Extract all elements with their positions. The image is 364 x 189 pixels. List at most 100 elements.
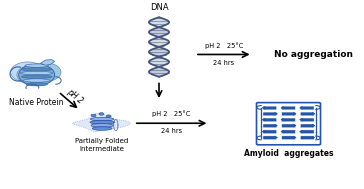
- Polygon shape: [149, 32, 169, 33]
- Circle shape: [106, 115, 111, 118]
- Polygon shape: [155, 65, 163, 66]
- Polygon shape: [158, 17, 160, 18]
- Polygon shape: [150, 23, 168, 24]
- Ellipse shape: [21, 68, 52, 71]
- Polygon shape: [149, 31, 169, 32]
- Text: pH 2   25°C: pH 2 25°C: [205, 42, 243, 49]
- FancyBboxPatch shape: [282, 136, 295, 140]
- Polygon shape: [155, 28, 163, 29]
- Polygon shape: [154, 58, 164, 59]
- Polygon shape: [157, 47, 161, 48]
- FancyBboxPatch shape: [282, 124, 295, 128]
- Polygon shape: [158, 37, 161, 38]
- Polygon shape: [73, 113, 130, 132]
- Polygon shape: [152, 59, 166, 60]
- Polygon shape: [149, 41, 169, 42]
- Polygon shape: [157, 46, 161, 47]
- Polygon shape: [149, 51, 169, 52]
- Polygon shape: [157, 56, 161, 57]
- Polygon shape: [149, 52, 169, 53]
- Ellipse shape: [91, 124, 113, 127]
- Polygon shape: [149, 72, 169, 73]
- Ellipse shape: [25, 64, 48, 67]
- Polygon shape: [154, 38, 163, 39]
- Polygon shape: [151, 69, 167, 70]
- FancyBboxPatch shape: [282, 130, 295, 134]
- Circle shape: [99, 113, 104, 115]
- Polygon shape: [150, 30, 168, 31]
- Polygon shape: [157, 26, 161, 27]
- Circle shape: [91, 114, 96, 117]
- Polygon shape: [150, 50, 168, 51]
- Text: Partially Folded
Intermediate: Partially Folded Intermediate: [75, 138, 128, 152]
- FancyBboxPatch shape: [263, 106, 277, 110]
- Polygon shape: [149, 71, 169, 72]
- Polygon shape: [150, 70, 168, 71]
- Text: Native Protein: Native Protein: [9, 98, 64, 107]
- Ellipse shape: [91, 117, 114, 121]
- Ellipse shape: [92, 127, 112, 130]
- Polygon shape: [152, 49, 166, 50]
- Text: DNA: DNA: [150, 3, 168, 12]
- Ellipse shape: [19, 64, 55, 86]
- Polygon shape: [158, 27, 161, 28]
- Polygon shape: [152, 19, 166, 20]
- Polygon shape: [152, 64, 166, 65]
- Ellipse shape: [90, 120, 114, 124]
- FancyBboxPatch shape: [282, 106, 295, 110]
- Polygon shape: [149, 42, 169, 43]
- FancyBboxPatch shape: [300, 136, 314, 140]
- Polygon shape: [150, 60, 168, 61]
- FancyBboxPatch shape: [263, 124, 277, 128]
- Polygon shape: [151, 44, 167, 45]
- Polygon shape: [152, 39, 166, 40]
- Polygon shape: [149, 61, 169, 62]
- Text: 24 hrs: 24 hrs: [213, 60, 234, 66]
- Text: 24 hrs: 24 hrs: [161, 129, 182, 134]
- FancyBboxPatch shape: [282, 112, 295, 116]
- FancyBboxPatch shape: [257, 103, 321, 145]
- Polygon shape: [151, 24, 167, 25]
- Ellipse shape: [23, 79, 50, 82]
- Polygon shape: [149, 62, 169, 63]
- Text: pH 2   25°C: pH 2 25°C: [153, 111, 191, 117]
- FancyBboxPatch shape: [300, 112, 314, 116]
- Ellipse shape: [20, 71, 53, 75]
- Polygon shape: [154, 68, 164, 69]
- Polygon shape: [155, 75, 163, 76]
- Polygon shape: [152, 54, 166, 55]
- FancyBboxPatch shape: [300, 106, 314, 110]
- Polygon shape: [151, 34, 167, 35]
- FancyBboxPatch shape: [263, 112, 277, 116]
- Polygon shape: [150, 43, 168, 44]
- Ellipse shape: [30, 63, 61, 81]
- FancyBboxPatch shape: [263, 118, 277, 122]
- Polygon shape: [149, 22, 169, 23]
- FancyBboxPatch shape: [300, 130, 314, 134]
- Ellipse shape: [24, 65, 53, 83]
- Polygon shape: [153, 25, 165, 26]
- FancyBboxPatch shape: [263, 130, 277, 134]
- Text: No aggregation: No aggregation: [274, 50, 353, 59]
- Polygon shape: [154, 45, 164, 46]
- Polygon shape: [154, 55, 164, 56]
- Text: Amyloid  aggregates: Amyloid aggregates: [244, 149, 333, 158]
- Polygon shape: [150, 33, 168, 34]
- Text: pH 2: pH 2: [65, 87, 84, 105]
- Ellipse shape: [11, 62, 45, 82]
- Polygon shape: [150, 40, 168, 41]
- Polygon shape: [40, 60, 55, 65]
- Ellipse shape: [21, 75, 52, 78]
- FancyBboxPatch shape: [282, 118, 295, 122]
- Polygon shape: [157, 67, 161, 68]
- FancyBboxPatch shape: [300, 118, 314, 122]
- Polygon shape: [155, 18, 163, 19]
- Polygon shape: [157, 36, 161, 37]
- Polygon shape: [158, 66, 161, 67]
- Polygon shape: [150, 53, 168, 54]
- Polygon shape: [157, 57, 161, 58]
- FancyBboxPatch shape: [300, 124, 314, 128]
- Polygon shape: [150, 63, 168, 64]
- FancyBboxPatch shape: [263, 136, 277, 140]
- Ellipse shape: [26, 83, 47, 86]
